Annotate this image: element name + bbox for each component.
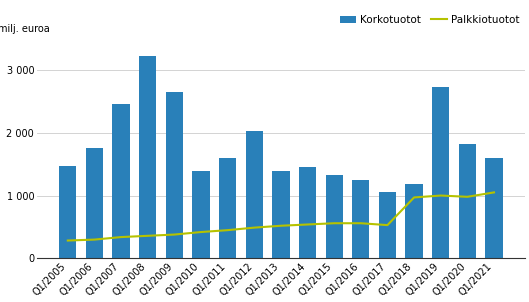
Palkkiotuotot [464, 195, 470, 199]
Palkkiotuotot [304, 223, 311, 226]
Palkkiotuotot [411, 196, 417, 199]
Legend: Korkotuotot, Palkkiotuotot: Korkotuotot, Palkkiotuotot [340, 15, 519, 25]
Bar [59, 166, 77, 259]
Bar [272, 171, 289, 259]
Bar [459, 144, 476, 259]
Palkkiotuotot [144, 234, 151, 238]
Bar [379, 192, 396, 259]
Bar [299, 167, 316, 259]
Line: Palkkiotuotot: Palkkiotuotot [68, 192, 494, 240]
Bar [432, 87, 449, 259]
Text: milj. euroa: milj. euroa [0, 24, 50, 34]
Palkkiotuotot [65, 239, 71, 242]
Palkkiotuotot [92, 238, 98, 241]
Bar [113, 104, 130, 259]
Bar [405, 184, 423, 259]
Bar [352, 180, 369, 259]
Bar [325, 175, 343, 259]
Palkkiotuotot [251, 226, 258, 230]
Palkkiotuotot [198, 230, 204, 234]
Bar [139, 56, 157, 259]
Bar [485, 158, 503, 259]
Bar [166, 92, 183, 259]
Bar [219, 158, 236, 259]
Palkkiotuotot [491, 191, 497, 194]
Palkkiotuotot [437, 194, 444, 197]
Palkkiotuotot [118, 235, 124, 239]
Palkkiotuotot [171, 233, 178, 236]
Palkkiotuotot [224, 228, 231, 232]
Palkkiotuotot [331, 221, 338, 225]
Bar [193, 171, 209, 259]
Palkkiotuotot [384, 223, 390, 227]
Palkkiotuotot [358, 221, 364, 225]
Bar [86, 148, 103, 259]
Palkkiotuotot [278, 224, 284, 228]
Bar [245, 131, 263, 259]
